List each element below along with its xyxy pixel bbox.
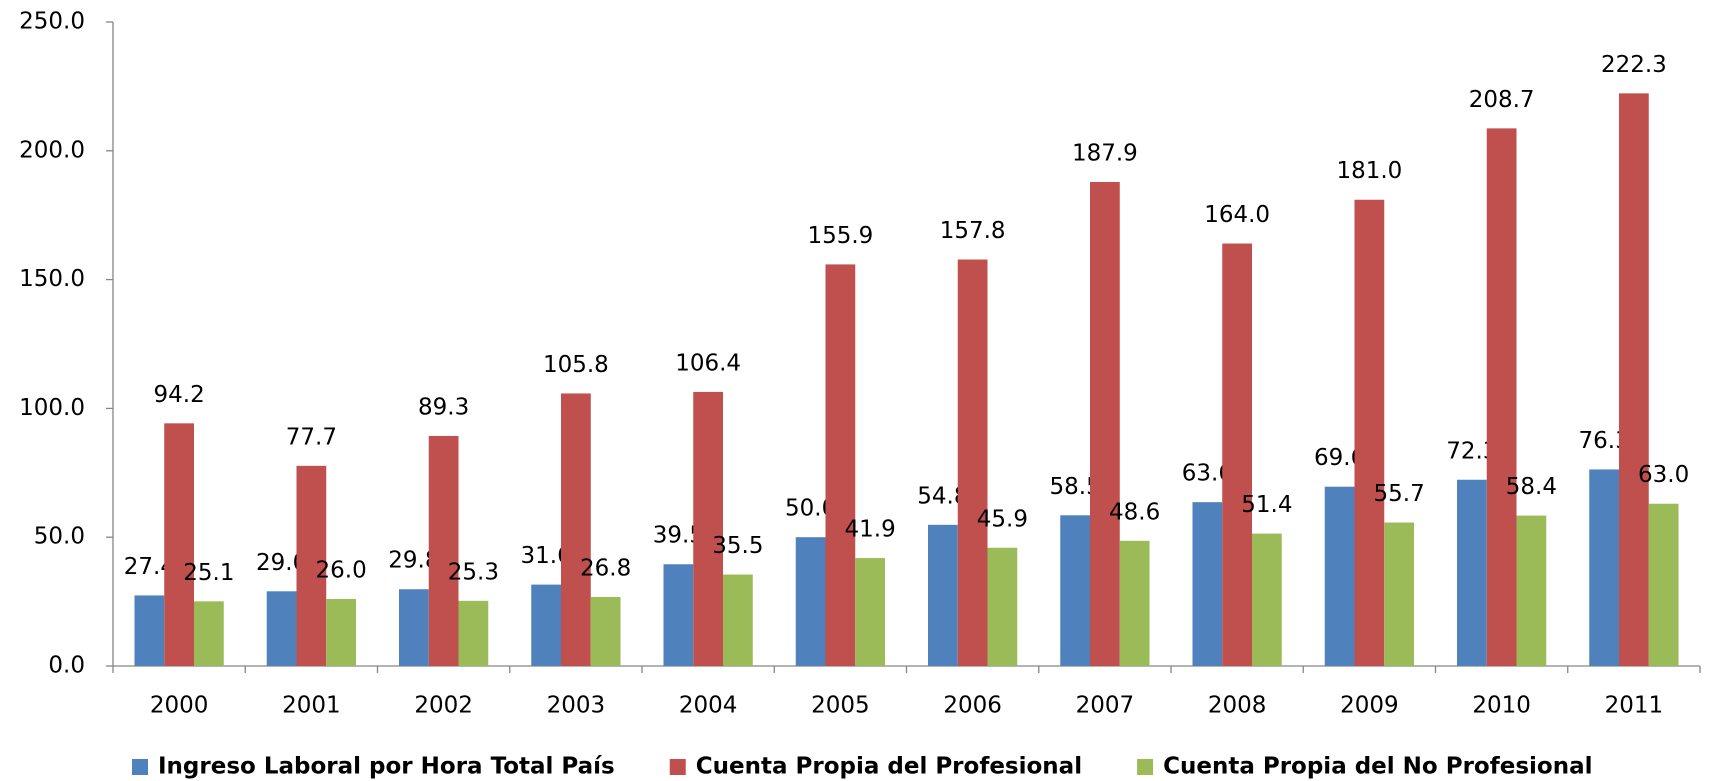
data-label: 89.3 bbox=[418, 394, 469, 420]
bar bbox=[693, 391, 724, 666]
x-tick-label: 2007 bbox=[1076, 693, 1135, 719]
data-label: 51.4 bbox=[1241, 492, 1292, 518]
legend-label: Cuenta Propia del No Profesional bbox=[1163, 754, 1592, 780]
bar bbox=[1618, 93, 1649, 666]
data-label: 25.3 bbox=[448, 559, 499, 585]
data-label: 106.4 bbox=[675, 350, 741, 376]
data-label: 26.8 bbox=[580, 555, 631, 581]
bar bbox=[134, 595, 165, 666]
data-label: 48.6 bbox=[1109, 499, 1160, 525]
bar bbox=[1648, 503, 1679, 666]
bar bbox=[326, 599, 357, 666]
x-tick-label: 2002 bbox=[414, 693, 473, 719]
data-label: 63.0 bbox=[1638, 462, 1689, 488]
data-label: 94.2 bbox=[154, 382, 205, 408]
data-label: 157.8 bbox=[940, 218, 1006, 244]
y-tick-label: 50.0 bbox=[34, 524, 85, 550]
bar bbox=[1384, 522, 1415, 666]
data-label: 25.1 bbox=[183, 560, 234, 586]
bar bbox=[296, 465, 327, 666]
x-tick-label: 2006 bbox=[943, 693, 1002, 719]
data-label: 181.0 bbox=[1336, 158, 1402, 184]
bar bbox=[164, 423, 195, 666]
y-tick-label: 100.0 bbox=[19, 395, 85, 421]
bar bbox=[266, 591, 297, 666]
bar bbox=[855, 558, 886, 666]
bar bbox=[663, 564, 694, 666]
x-tick-label: 2004 bbox=[679, 693, 738, 719]
y-tick-label: 150.0 bbox=[19, 266, 85, 292]
bar bbox=[987, 547, 1018, 666]
bar bbox=[531, 584, 561, 666]
y-tick-label: 0.0 bbox=[48, 653, 85, 679]
x-tick-label: 2003 bbox=[547, 693, 606, 719]
data-label: 26.0 bbox=[316, 558, 367, 584]
bar bbox=[825, 264, 856, 666]
data-label: 105.8 bbox=[543, 352, 609, 378]
x-tick-label: 2008 bbox=[1208, 693, 1267, 719]
bar bbox=[1486, 128, 1517, 666]
data-label: 164.0 bbox=[1204, 202, 1270, 228]
data-label: 35.5 bbox=[712, 533, 763, 559]
data-label: 77.7 bbox=[286, 424, 337, 450]
data-label: 187.9 bbox=[1072, 140, 1138, 166]
legend-swatch bbox=[1137, 759, 1154, 775]
data-label: 41.9 bbox=[845, 517, 896, 543]
bar bbox=[398, 589, 429, 666]
bar bbox=[1089, 181, 1120, 666]
legend-swatch bbox=[669, 759, 686, 775]
bar bbox=[590, 596, 621, 666]
bar bbox=[428, 435, 459, 666]
bar bbox=[1222, 243, 1253, 666]
bar bbox=[1252, 533, 1282, 666]
data-label: 155.9 bbox=[807, 223, 873, 249]
bar bbox=[1456, 479, 1487, 666]
bar bbox=[194, 601, 224, 666]
legend-swatch bbox=[132, 759, 148, 775]
y-tick-label: 200.0 bbox=[19, 137, 85, 163]
bar bbox=[1119, 540, 1150, 666]
legend-label: Cuenta Propia del Profesional bbox=[696, 754, 1082, 780]
bar bbox=[458, 600, 489, 666]
bar bbox=[1589, 469, 1619, 666]
data-label: 45.9 bbox=[977, 506, 1028, 532]
x-tick-label: 2005 bbox=[811, 693, 870, 719]
x-tick-label: 2011 bbox=[1605, 693, 1664, 719]
x-tick-label: 2000 bbox=[150, 693, 209, 719]
legend-label: Ingreso Laboral por Hora Total País bbox=[158, 754, 615, 780]
data-label: 208.7 bbox=[1469, 87, 1535, 113]
bar bbox=[1354, 199, 1385, 666]
bar bbox=[560, 393, 591, 666]
data-label: 58.4 bbox=[1506, 474, 1557, 500]
data-label: 55.7 bbox=[1374, 481, 1425, 507]
bar bbox=[927, 524, 958, 666]
x-tick-label: 2001 bbox=[282, 693, 341, 719]
y-tick-label: 250.0 bbox=[19, 9, 85, 35]
bar bbox=[723, 574, 753, 666]
bar bbox=[795, 537, 826, 666]
data-label: 222.3 bbox=[1601, 52, 1667, 78]
x-tick-label: 2010 bbox=[1472, 693, 1531, 719]
bar bbox=[1516, 515, 1547, 666]
bar bbox=[1324, 486, 1355, 666]
bar bbox=[957, 259, 988, 666]
bar bbox=[1060, 515, 1090, 666]
x-tick-label: 2009 bbox=[1340, 693, 1399, 719]
bar bbox=[1192, 502, 1223, 666]
